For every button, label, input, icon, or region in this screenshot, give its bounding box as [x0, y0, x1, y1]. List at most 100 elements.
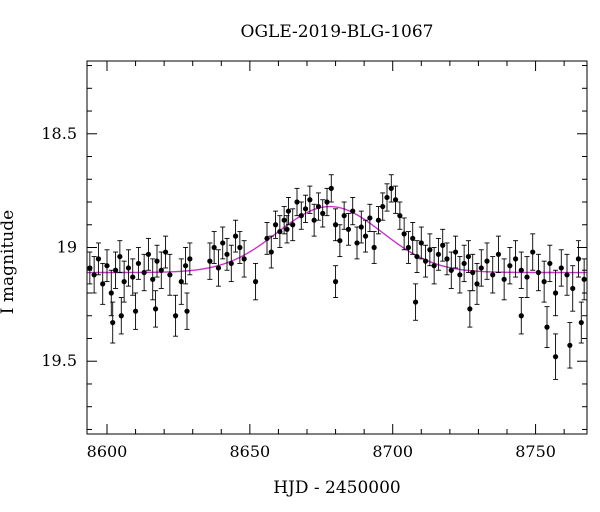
point-marker [152, 306, 159, 312]
point-marker [104, 263, 110, 269]
point-marker [495, 251, 502, 257]
x-axis-label: HJD - 2450000 [273, 478, 401, 498]
data-point [457, 256, 463, 294]
data-point [435, 237, 442, 271]
point-marker [575, 256, 582, 262]
data-point [412, 283, 419, 321]
point-marker [401, 231, 407, 237]
data-point [224, 237, 230, 271]
point-marker [544, 324, 550, 330]
point-marker [320, 210, 326, 216]
data-point [112, 251, 119, 289]
data-point [558, 249, 564, 287]
data-point [440, 228, 446, 262]
point-marker [172, 313, 179, 319]
data-point [130, 258, 136, 296]
point-marker [552, 354, 559, 360]
point-marker [440, 242, 446, 248]
point-marker [371, 244, 377, 251]
data-point [132, 292, 139, 330]
point-marker [281, 217, 287, 223]
data-point [158, 251, 164, 289]
data-point [375, 206, 382, 235]
data-point [311, 203, 317, 237]
point-marker [397, 213, 403, 219]
data-point [358, 210, 364, 244]
point-marker [252, 279, 259, 285]
data-point [154, 244, 160, 278]
point-marker [220, 240, 226, 246]
point-marker [178, 279, 184, 285]
point-marker [448, 267, 454, 273]
data-point [178, 258, 184, 305]
data-marks [87, 174, 587, 380]
point-marker [182, 263, 189, 269]
data-point [298, 201, 304, 230]
data-point [544, 306, 550, 349]
point-marker [341, 213, 347, 219]
point-marker [332, 279, 339, 285]
point-marker [215, 265, 222, 271]
point-marker [162, 249, 169, 255]
point-marker [167, 272, 173, 278]
point-marker [268, 249, 274, 255]
data-point [252, 262, 259, 301]
point-marker [108, 290, 114, 296]
data-point [118, 297, 124, 335]
data-point [285, 197, 292, 226]
point-marker [467, 306, 473, 312]
data-point [290, 208, 296, 242]
point-marker [444, 256, 450, 262]
data-point [337, 224, 343, 258]
point-marker [158, 267, 164, 273]
data-point [392, 185, 399, 214]
data-point [264, 222, 270, 255]
data-point [125, 249, 132, 287]
data-point [448, 251, 454, 289]
data-point [162, 235, 169, 269]
point-marker [110, 319, 116, 326]
data-point [518, 297, 524, 335]
point-marker [512, 256, 519, 262]
data-point [207, 242, 213, 280]
point-marker [581, 276, 587, 282]
data-point [581, 258, 587, 301]
point-marker [452, 249, 459, 255]
x-tick-label: 8600 [87, 442, 128, 461]
point-marker [570, 285, 576, 292]
data-point [320, 199, 326, 228]
data-point [570, 265, 576, 312]
data-point [418, 226, 424, 260]
point-marker [518, 313, 524, 319]
data-point [100, 262, 106, 305]
data-point [324, 187, 330, 217]
point-marker [91, 272, 97, 278]
data-point [145, 237, 152, 271]
data-point [135, 247, 142, 280]
data-point [484, 242, 490, 280]
point-marker [362, 233, 369, 239]
point-marker [95, 256, 102, 262]
data-point [507, 247, 513, 285]
point-marker [125, 265, 132, 271]
data-point [345, 212, 352, 246]
data-point [87, 251, 93, 285]
data-point [427, 233, 433, 267]
data-point [405, 231, 412, 264]
point-marker [154, 258, 160, 264]
data-point [371, 231, 377, 264]
point-marker [324, 199, 330, 205]
point-marker [184, 308, 190, 314]
data-point [232, 219, 239, 253]
point-marker [211, 244, 217, 251]
point-marker [87, 265, 93, 271]
point-marker [535, 269, 542, 276]
point-marker [367, 215, 373, 221]
point-marker [187, 256, 193, 262]
axes: 8600 8650 8700 8750 18.5 19 19.5 [41, 60, 588, 461]
data-point [332, 265, 339, 298]
data-point [524, 256, 530, 298]
point-marker [410, 235, 416, 242]
point-marker [332, 222, 339, 228]
data-point [167, 253, 173, 296]
